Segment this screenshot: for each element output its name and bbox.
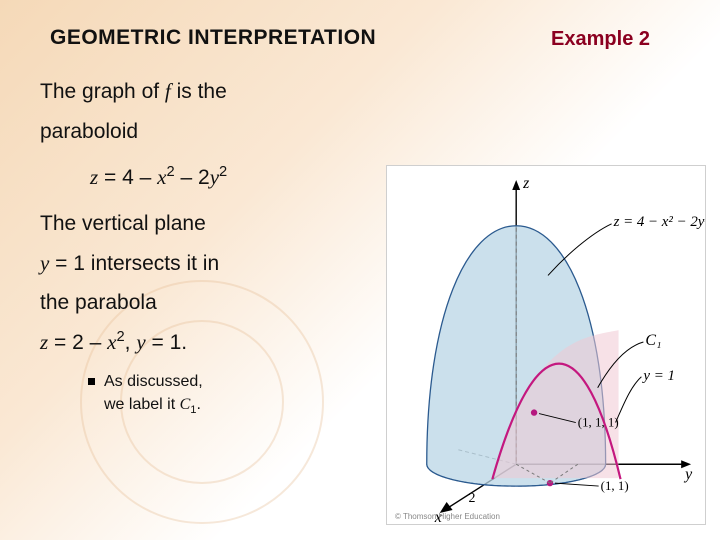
t: . <box>197 396 201 413</box>
svg-text:z: z <box>522 175 529 192</box>
t: = 4 – <box>98 166 157 189</box>
svg-text:y: y <box>683 466 693 483</box>
svg-text:y = 1: y = 1 <box>641 368 675 384</box>
example-label: Example 2 <box>551 28 650 51</box>
t: = 1. <box>146 331 187 354</box>
t: , <box>125 331 137 354</box>
figure-credit: © Thomson Higher Education <box>395 512 500 521</box>
var-y: y <box>40 251 49 275</box>
figure-svg: z y x 2 z = 4 − x² − 2y² C₁ y = 1 (1, 1, <box>387 166 705 524</box>
svg-text:C₁: C₁ <box>645 332 661 349</box>
svg-text:(1, 1): (1, 1) <box>601 478 629 493</box>
line4: y = 1 intersects it in <box>40 244 380 284</box>
line6: z = 2 – x2, y = 1. <box>40 323 380 363</box>
svg-text:(1, 1, 1): (1, 1, 1) <box>578 414 619 429</box>
svg-text:z = 4 − x² − 2y²: z = 4 − x² − 2y² <box>613 214 705 230</box>
var-y: y <box>210 165 219 189</box>
t: = 1 intersects it in <box>49 252 219 275</box>
var-C: C <box>180 396 191 413</box>
t: As discussed, <box>104 373 203 390</box>
var-z: z <box>90 165 98 189</box>
t: The graph of <box>40 80 165 103</box>
t: is the <box>171 80 227 103</box>
paraboloid-figure: z y x 2 z = 4 − x² − 2y² C₁ y = 1 (1, 1, <box>386 165 706 525</box>
line5: the parabola <box>40 283 380 323</box>
var-z: z <box>40 330 48 354</box>
t: = 2 – <box>48 331 107 354</box>
t: – 2 <box>175 166 210 189</box>
line2: paraboloid <box>40 112 380 152</box>
equation-surface: z = 4 – x2 – 2y2 <box>90 158 380 198</box>
slide-title: GEOMETRIC INTERPRETATION <box>50 26 376 50</box>
svg-text:2: 2 <box>468 491 475 506</box>
var-y: y <box>136 330 145 354</box>
line3: The vertical plane <box>40 204 380 244</box>
body-text: The graph of f is the paraboloid z = 4 –… <box>40 72 380 418</box>
line1: The graph of f is the <box>40 72 380 112</box>
bullet: As discussed, we label it C1. <box>88 371 380 418</box>
t: we label it <box>104 396 180 413</box>
